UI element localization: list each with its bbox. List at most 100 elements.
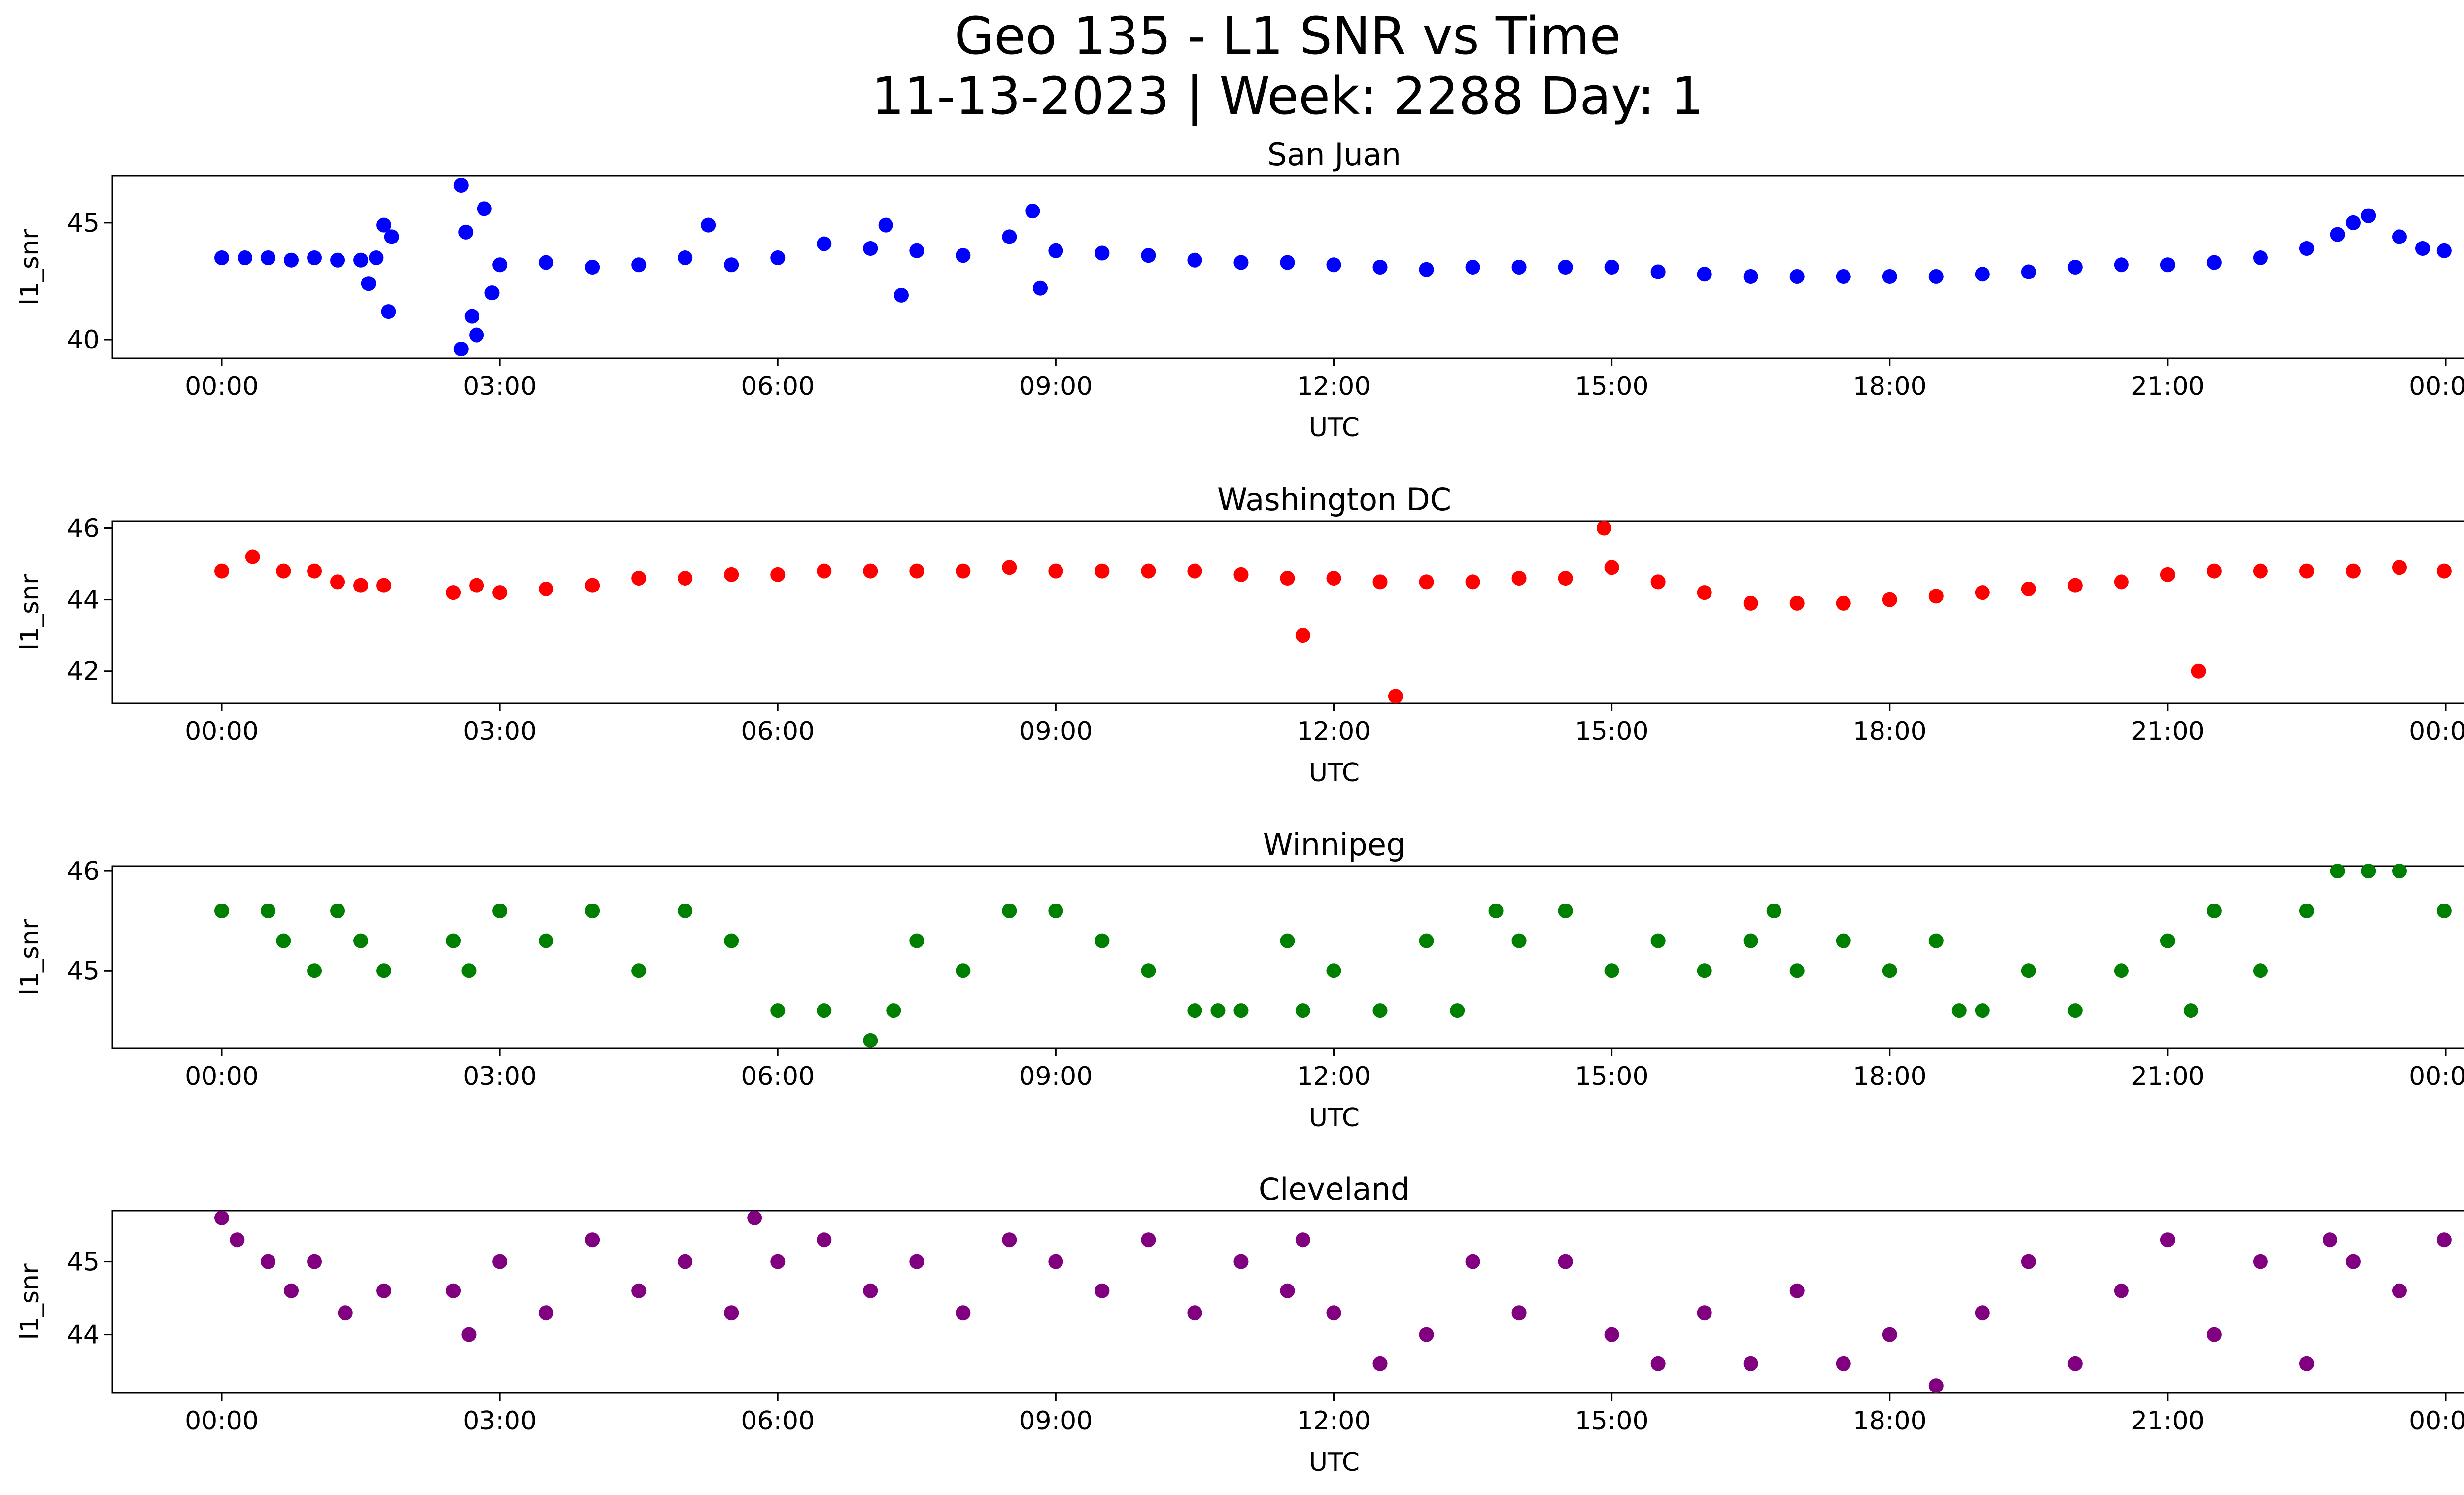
data-point — [1002, 560, 1017, 575]
data-point — [2436, 563, 2452, 579]
data-point — [2114, 257, 2129, 273]
data-point — [1187, 1003, 1202, 1018]
data-point — [1650, 574, 1666, 590]
data-point — [353, 252, 369, 268]
data-point — [1372, 574, 1388, 590]
x-tick-label: 15:00 — [1575, 717, 1649, 746]
data-point — [1048, 1254, 1063, 1269]
data-point — [2415, 241, 2430, 256]
data-series — [214, 864, 2452, 1048]
data-point — [909, 933, 924, 948]
data-point — [492, 1254, 508, 1269]
data-point — [1650, 264, 1666, 279]
data-point — [1650, 933, 1666, 948]
data-point — [276, 563, 291, 579]
data-point — [2361, 208, 2376, 223]
data-point — [1141, 563, 1156, 579]
data-point — [770, 567, 786, 582]
data-point — [2067, 260, 2083, 275]
y-axis-label: l1_snr — [15, 919, 45, 996]
x-tick-label: 12:00 — [1297, 372, 1371, 401]
x-tick-label: 18:00 — [1853, 1062, 1927, 1091]
axes-frame — [111, 865, 2464, 1049]
data-point — [214, 903, 229, 918]
x-tick-label: 15:00 — [1575, 1406, 1649, 1436]
data-point — [1465, 260, 1480, 275]
data-point — [1511, 571, 1527, 586]
data-point — [469, 327, 484, 343]
data-point — [2206, 1327, 2222, 1342]
data-point — [2253, 963, 2268, 978]
data-point — [1558, 1254, 1573, 1269]
x-tick-label: 21:00 — [2131, 717, 2205, 746]
data-point — [585, 260, 600, 275]
data-point — [886, 1003, 901, 1018]
data-point — [376, 963, 392, 978]
data-point — [1975, 1305, 1990, 1321]
data-point — [284, 1283, 299, 1298]
data-point — [2253, 250, 2268, 266]
data-point — [2345, 215, 2361, 230]
data-point — [446, 933, 461, 948]
data-point — [1928, 269, 1944, 284]
data-point — [956, 563, 971, 579]
data-point — [453, 342, 469, 357]
data-point — [261, 1254, 276, 1269]
data-point — [2206, 255, 2222, 270]
x-tick-label: 12:00 — [1297, 717, 1371, 746]
data-point — [2114, 1283, 2129, 1298]
data-point — [1697, 1305, 1712, 1321]
data-point — [284, 252, 299, 268]
data-point — [1095, 563, 1110, 579]
data-point — [1419, 262, 1434, 277]
data-point — [1002, 1232, 1017, 1248]
axes-frame — [111, 520, 2464, 704]
data-point — [1558, 571, 1573, 586]
data-point — [863, 1283, 878, 1298]
data-point — [724, 257, 739, 273]
data-point — [1326, 1305, 1341, 1321]
data-point — [678, 903, 693, 918]
data-point — [863, 1033, 878, 1048]
data-point — [1280, 255, 1295, 270]
data-point — [376, 578, 392, 593]
data-point — [1388, 689, 1403, 704]
data-point — [956, 963, 971, 978]
data-point — [2299, 563, 2314, 579]
y-tick-label: 46 — [67, 857, 100, 886]
data-point — [1033, 280, 1048, 296]
data-point — [1604, 260, 1619, 275]
data-point — [2299, 1356, 2314, 1371]
data-point — [1975, 585, 1990, 600]
data-point — [238, 250, 253, 266]
data-point — [2299, 241, 2314, 256]
data-point — [276, 933, 291, 948]
data-point — [2067, 578, 2083, 593]
data-point — [1233, 567, 1249, 582]
data-point — [539, 933, 554, 948]
data-point — [2299, 903, 2314, 918]
x-tick-label: 21:00 — [2131, 372, 2205, 401]
data-point — [1697, 267, 1712, 282]
data-point — [2253, 563, 2268, 579]
data-point — [2021, 264, 2036, 279]
data-point — [1511, 1305, 1527, 1321]
data-point — [909, 563, 924, 579]
data-point — [2206, 903, 2222, 918]
subplot-san-juan: San Juan l1_snr UTC 40 45 00:00 03:00 06:00 09:0… — [15, 137, 2464, 443]
data-point — [381, 304, 396, 319]
x-tick-label: 21:00 — [2131, 1406, 2205, 1436]
data-point — [2330, 227, 2345, 242]
data-point — [585, 1232, 600, 1248]
data-point — [384, 229, 399, 244]
data-point — [1465, 574, 1480, 590]
x-tick-label: 03:00 — [463, 372, 537, 401]
data-point — [353, 578, 369, 593]
data-point — [338, 1305, 353, 1321]
x-tick-label: 03:00 — [463, 717, 537, 746]
x-tick-label: 09:00 — [1019, 1062, 1093, 1091]
x-tick-label: 18:00 — [1853, 717, 1927, 746]
x-tick-label: 09:00 — [1019, 372, 1093, 401]
x-axis-label: UTC — [1309, 1448, 1360, 1477]
x-tick-label: 15:00 — [1575, 372, 1649, 401]
